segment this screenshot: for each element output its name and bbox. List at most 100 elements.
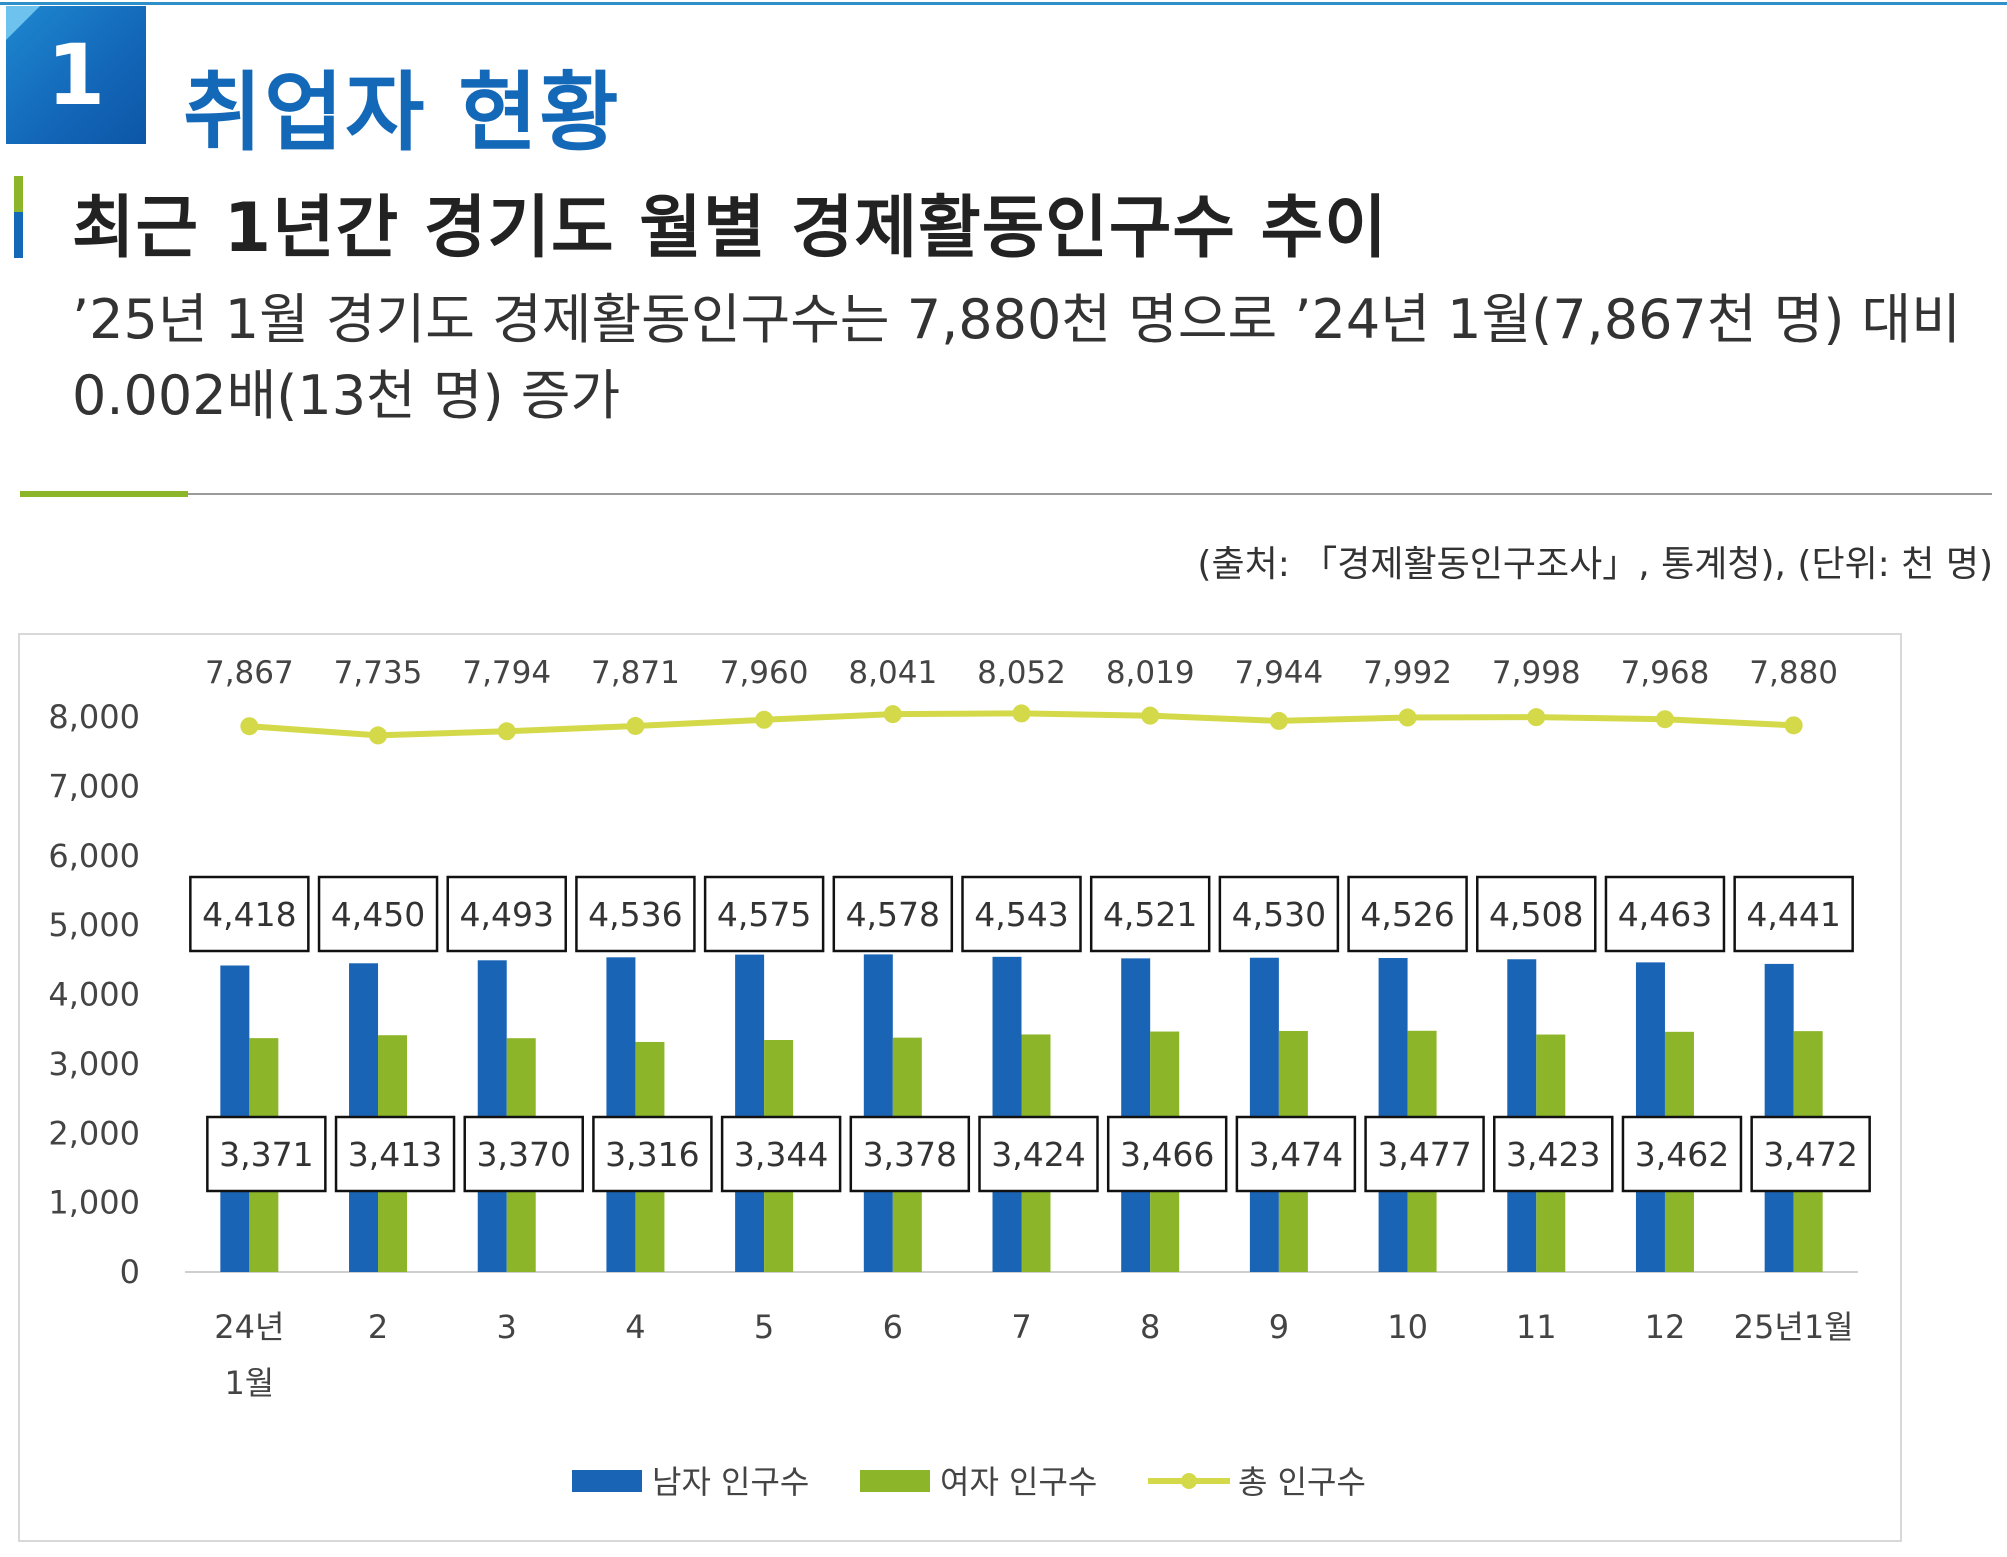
total-point — [1141, 706, 1160, 725]
total-value-label: 7,880 — [1749, 655, 1838, 691]
female-value-label: 3,423 — [1506, 1135, 1600, 1174]
total-point — [755, 710, 774, 729]
y-tick-label: 6,000 — [48, 837, 140, 875]
bar-male — [863, 954, 893, 1272]
male-value-label-box — [446, 875, 567, 953]
male-value-label-box — [703, 875, 825, 953]
subheading-marker-green — [14, 176, 23, 212]
male-value-label: 4,463 — [1618, 895, 1712, 934]
male-value-label: 4,578 — [846, 895, 940, 934]
male-value-label: 4,493 — [459, 895, 553, 934]
male-value-label-box — [1733, 875, 1854, 953]
total-point — [1784, 716, 1803, 735]
total-point — [1527, 708, 1546, 727]
x-tick-label: 2 — [368, 1308, 388, 1346]
x-tick-label: 1월 — [224, 1364, 274, 1402]
legend-swatch-male — [572, 1470, 642, 1492]
female-value-label-box — [334, 1115, 456, 1193]
total-value-label: 7,735 — [334, 655, 423, 691]
bar-male — [1121, 958, 1151, 1272]
total-value-label: 8,052 — [977, 655, 1066, 691]
total-point — [1269, 711, 1288, 730]
male-value-label-box — [1476, 875, 1597, 953]
male-value-label: 4,418 — [202, 895, 296, 934]
y-tick-label: 7,000 — [48, 767, 140, 805]
legend-label-total: 총 인구수 — [1238, 1463, 1366, 1501]
y-tick-label: 3,000 — [48, 1045, 140, 1083]
total-value-label: 7,960 — [720, 655, 809, 691]
x-tick-label: 9 — [1269, 1308, 1289, 1346]
subheading-title: 최근 1년간 경기도 월별 경제활동인구수 추이 — [72, 189, 1388, 268]
description-line-1: ’25년 1월 경기도 경제활동인구수는 7,880천 명으로 ’24년 1월(… — [72, 288, 1961, 351]
female-value-label: 3,378 — [863, 1135, 957, 1174]
male-value-label-box — [575, 875, 696, 953]
total-value-label: 8,041 — [848, 655, 937, 691]
x-tick-label: 6 — [883, 1308, 903, 1346]
total-value-label: 7,998 — [1492, 655, 1581, 691]
female-value-label: 3,370 — [476, 1135, 570, 1174]
source-note: (출처: 「경제활동인구조사」, 통계청), (단위: 천 명) — [1197, 544, 1993, 585]
total-value-label: 7,867 — [205, 655, 294, 691]
female-value-label: 3,472 — [1763, 1135, 1857, 1174]
male-value-label-box — [1089, 875, 1211, 953]
female-value-label-box — [720, 1115, 842, 1193]
x-tick-label: 8 — [1140, 1308, 1160, 1346]
female-value-label-box — [1364, 1115, 1485, 1193]
legend-swatch-female — [860, 1470, 930, 1492]
male-value-label-box — [832, 875, 954, 953]
total-value-label: 7,992 — [1363, 655, 1452, 691]
female-value-label-box — [463, 1115, 584, 1193]
chart-container: 8,000 7,000 6,000 5,000 4,000 3,000 2,000 1,000… — [18, 633, 1902, 1542]
bar-male — [735, 954, 765, 1272]
x-tick-label: 10 — [1387, 1308, 1428, 1346]
description-line-2: 0.002배(13천 명) 증가 — [72, 364, 621, 427]
legend-swatch-total-point — [1181, 1473, 1197, 1489]
total-point — [1655, 710, 1674, 729]
y-tick-label: 5,000 — [48, 906, 140, 944]
female-value-label: 3,371 — [219, 1135, 313, 1174]
total-point — [369, 726, 388, 745]
female-value-label: 3,424 — [991, 1135, 1085, 1174]
female-value-label-box — [1106, 1115, 1228, 1193]
male-value-label-box — [1347, 875, 1468, 953]
female-value-label: 3,462 — [1635, 1135, 1729, 1174]
female-value-label-box — [206, 1115, 327, 1193]
male-value-label: 4,450 — [331, 895, 425, 934]
female-value-label-box — [1493, 1115, 1614, 1193]
x-tick-label: 3 — [497, 1308, 517, 1346]
total-point — [883, 705, 902, 724]
total-value-label: 7,968 — [1621, 655, 1710, 691]
female-value-label-box — [978, 1115, 1099, 1193]
female-value-label-box — [849, 1115, 971, 1193]
x-tick-label: 12 — [1645, 1308, 1686, 1346]
top-rule — [0, 2, 2007, 5]
bar-male — [1507, 959, 1537, 1272]
female-value-label-box — [1621, 1115, 1743, 1193]
male-value-label-box — [189, 875, 310, 953]
male-value-label: 4,575 — [717, 895, 811, 934]
female-value-label: 3,344 — [734, 1135, 828, 1174]
total-value-label: 7,794 — [462, 655, 551, 691]
y-tick-label: 0 — [120, 1253, 140, 1291]
x-tick-label: 24년 — [214, 1308, 284, 1346]
divider-accent — [20, 491, 188, 497]
section-number: 1 — [46, 26, 106, 124]
bar-male — [992, 956, 1022, 1272]
female-value-label: 3,477 — [1377, 1135, 1471, 1174]
y-tick-label: 4,000 — [48, 976, 140, 1014]
male-value-label-box — [1218, 875, 1340, 953]
bar-male — [1378, 958, 1408, 1272]
section-number-badge: 1 — [6, 6, 146, 144]
y-tick-label: 2,000 — [48, 1114, 140, 1152]
female-value-label: 3,474 — [1249, 1135, 1343, 1174]
female-value-label: 3,316 — [605, 1135, 699, 1174]
male-value-label: 4,530 — [1232, 895, 1326, 934]
chart-svg: 8,000 7,000 6,000 5,000 4,000 3,000 2,000 1,000… — [48, 655, 1871, 1501]
male-value-label: 4,521 — [1103, 895, 1197, 934]
male-value-label-box — [1604, 875, 1726, 953]
male-value-label: 4,536 — [588, 895, 682, 934]
total-value-label: 8,019 — [1106, 655, 1195, 691]
male-value-label: 4,441 — [1746, 895, 1840, 934]
x-tick-label: 25년1월 — [1734, 1308, 1854, 1346]
total-point — [1398, 708, 1417, 727]
